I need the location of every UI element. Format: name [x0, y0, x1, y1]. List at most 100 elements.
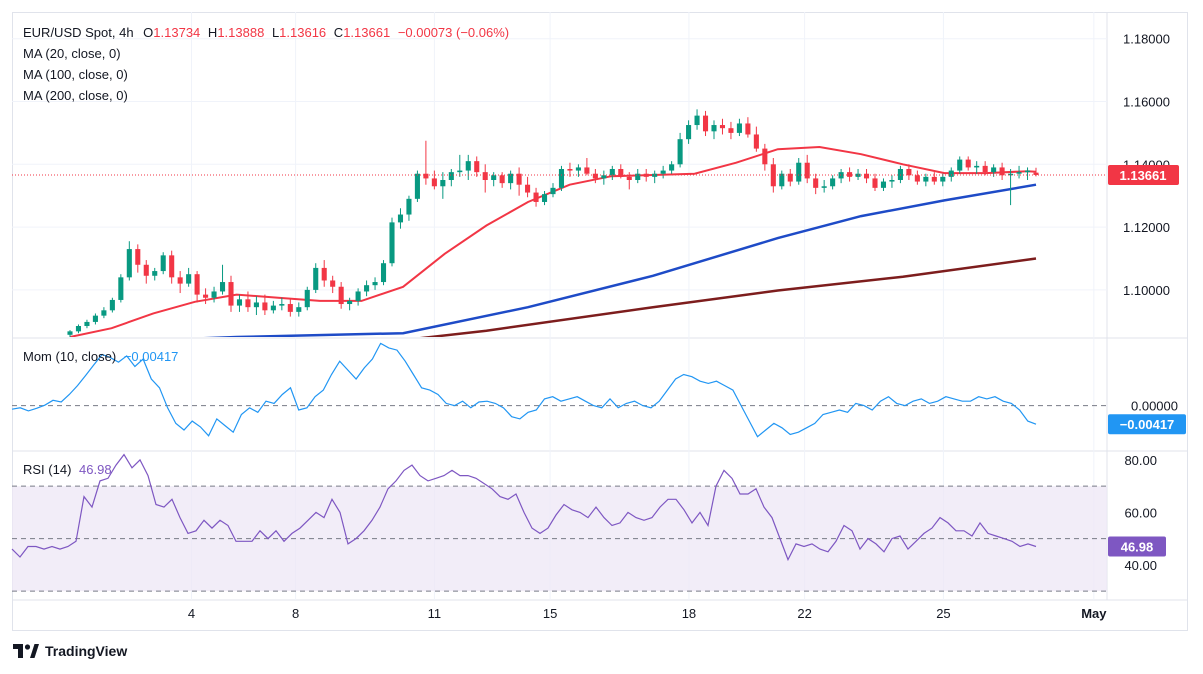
candle-body — [279, 304, 285, 306]
candle-body — [126, 249, 132, 278]
candle-body — [830, 178, 836, 187]
candle-body — [660, 170, 666, 174]
candle-body — [75, 326, 82, 332]
rsi-last-label: 46.98 — [1121, 540, 1154, 555]
ma100-line — [203, 183, 1037, 337]
candle-body — [838, 172, 844, 179]
momentum-label: Mom (10, close) — [23, 349, 117, 364]
candle-body — [1008, 173, 1014, 176]
candle-body — [745, 123, 751, 135]
candle-body — [982, 165, 988, 173]
candle-body — [931, 176, 937, 182]
candle-body — [101, 310, 107, 316]
time-tick-label: 8 — [292, 606, 299, 621]
momentum-last-label: −0.00417 — [1120, 417, 1175, 432]
candle-body — [1016, 172, 1022, 174]
candle-body — [923, 176, 929, 182]
symbol-label: EUR/USD Spot, 4h — [23, 25, 134, 40]
candle-body — [414, 173, 420, 199]
candle-body — [541, 194, 548, 202]
candle-body — [253, 302, 259, 308]
ma20-legend[interactable]: MA (20, close, 0) — [23, 46, 121, 61]
candle-body — [448, 172, 454, 180]
candle-body — [601, 175, 607, 179]
candle-body — [999, 167, 1005, 176]
candle-body — [397, 214, 404, 223]
candle-body — [728, 128, 734, 133]
candle-body — [550, 187, 556, 195]
candle-body — [491, 175, 497, 180]
candle-body — [355, 291, 361, 301]
candle-body — [296, 307, 302, 312]
candle-body — [821, 186, 827, 188]
candle-body — [135, 249, 141, 265]
price-tick-label: 1.16000 — [1123, 94, 1170, 109]
candle-body — [211, 291, 217, 298]
close-value: 1.13661 — [343, 25, 391, 40]
candle-body — [575, 167, 581, 171]
ohlc-legend: EUR/USD Spot, 4h O1.13734 H1.13888 L1.13… — [23, 25, 509, 41]
candle-body — [965, 159, 971, 168]
candle-body — [118, 277, 124, 300]
candle-body — [482, 172, 488, 180]
candle-body — [533, 192, 539, 202]
last-price-tag — [1108, 164, 1179, 185]
tradingview-logo-icon — [13, 644, 39, 658]
candle-body — [236, 299, 243, 306]
candle-body — [779, 173, 785, 187]
rsi-legend[interactable]: RSI (14) 46.98 — [23, 462, 112, 478]
candle-body — [380, 263, 387, 283]
rsi-label: RSI (14) — [23, 462, 72, 477]
time-tick-label: 4 — [188, 606, 195, 621]
last-price-label: 1.13661 — [1120, 168, 1167, 183]
candle-body — [686, 125, 692, 140]
price-tick-label: 1.18000 — [1123, 32, 1170, 47]
time-tick-label: 22 — [797, 606, 811, 621]
candle-body — [152, 271, 158, 276]
momentum-zero-label: 0.00000 — [1131, 399, 1178, 414]
candle-body — [872, 178, 878, 188]
candle-body — [525, 184, 531, 193]
candle-body — [609, 169, 615, 176]
high-value: 1.13888 — [217, 25, 265, 40]
candle-body — [499, 175, 505, 184]
candle-body — [974, 165, 980, 168]
candle-body — [440, 179, 446, 187]
candle-body — [940, 176, 946, 182]
candle-body — [567, 169, 573, 171]
candle-body — [669, 164, 675, 171]
ma100-legend[interactable]: MA (100, close, 0) — [23, 67, 128, 82]
candle-body — [787, 173, 793, 182]
candle-body — [677, 139, 683, 165]
change-value: −0.00073 (−0.06%) — [397, 25, 510, 40]
candle-body — [304, 289, 310, 308]
candle-body — [67, 331, 73, 335]
candle-body — [957, 159, 963, 171]
candle-body — [702, 115, 709, 132]
momentum-line — [11, 342, 1037, 438]
candle-body — [906, 169, 912, 176]
candle-body — [762, 148, 768, 165]
momentum-last-tag — [1108, 414, 1186, 435]
candle-body — [84, 321, 90, 327]
candle-body — [474, 161, 480, 173]
open-value: 1.13734 — [153, 25, 201, 40]
momentum-legend[interactable]: Mom (10, close) −0.00417 — [23, 349, 178, 365]
open-label: O — [143, 25, 154, 40]
rsi-tick-label: 80.00 — [1124, 453, 1157, 468]
ma200-legend[interactable]: MA (200, close, 0) — [23, 88, 128, 103]
tradingview-name: TradingView — [45, 643, 128, 659]
candle-body — [711, 125, 717, 132]
tradingview-branding[interactable]: TradingView — [13, 643, 127, 659]
candle-body — [287, 304, 293, 312]
candle-body — [465, 161, 471, 171]
candle-body — [219, 282, 226, 292]
candle-body — [186, 274, 192, 284]
candle-body — [516, 173, 522, 185]
candle-body — [372, 282, 378, 286]
candle-body — [92, 315, 98, 322]
rsi-last-tag — [1108, 536, 1166, 557]
candle-body — [321, 267, 327, 281]
candle-body — [618, 169, 624, 177]
